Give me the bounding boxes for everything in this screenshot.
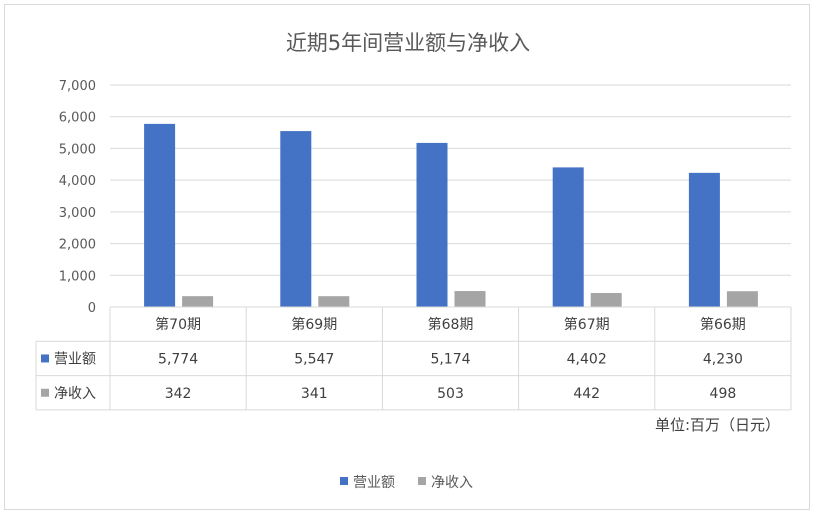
bar-revenue <box>144 123 176 307</box>
table-cell-value: 442 <box>573 386 600 402</box>
y-tick-label: 5,000 <box>59 142 96 157</box>
table-cell-value: 5,547 <box>294 351 334 367</box>
table-row-label: 营业额 <box>54 351 96 367</box>
table-cell-value: 341 <box>301 386 328 402</box>
bar-net-income <box>454 291 486 307</box>
table-cell-value: 342 <box>165 386 192 402</box>
legend-label: 营业额 <box>353 475 395 491</box>
y-tick-label: 7,000 <box>59 79 96 94</box>
y-tick-label: 6,000 <box>59 111 96 126</box>
chart-frame <box>4 4 810 510</box>
legend-key <box>340 477 348 485</box>
bar-net-income <box>726 291 758 307</box>
y-tick-label: 3,000 <box>59 206 96 221</box>
gridlines <box>110 84 791 308</box>
category-label: 第69期 <box>291 316 337 333</box>
y-tick-label: 4,000 <box>59 174 96 189</box>
category-label: 第68期 <box>428 316 474 333</box>
table-row-label: 净收入 <box>54 386 96 402</box>
category-label: 第70期 <box>155 316 201 333</box>
table-legend-key <box>41 388 49 397</box>
bar-revenue <box>552 167 584 307</box>
bar-revenue <box>280 131 312 307</box>
y-tick-label: 1,000 <box>59 269 96 284</box>
table-cell-value: 5,774 <box>158 351 198 367</box>
table-legend-key <box>41 354 49 363</box>
bar-net-income <box>318 296 350 307</box>
legend-key <box>418 477 426 485</box>
legend: 营业额 净收入 <box>340 475 473 491</box>
table-cell-value: 498 <box>710 386 737 402</box>
legend-label: 净收入 <box>431 475 473 491</box>
chart-title: 近期5年间营业额与净收入 <box>286 31 530 55</box>
category-label: 第66期 <box>700 316 746 333</box>
bars <box>144 123 758 307</box>
y-tick-label: 2,000 <box>59 238 96 253</box>
bar-revenue <box>416 142 448 307</box>
y-axis-ticks: 0 1,000 2,000 3,000 4,000 5,000 6,000 7,000 <box>59 79 96 316</box>
category-label: 第67期 <box>564 316 610 333</box>
table-cell-value: 4,402 <box>567 351 607 367</box>
table-cell-value: 503 <box>437 386 464 402</box>
table-cell-value: 4,230 <box>703 351 743 367</box>
bar-net-income <box>590 292 622 307</box>
unit-note: 单位:百万（日元） <box>655 416 780 434</box>
table-cell-value: 5,174 <box>430 351 470 367</box>
bar-revenue <box>688 172 720 307</box>
y-tick-label: 0 <box>88 301 96 316</box>
bar-net-income <box>182 296 214 307</box>
